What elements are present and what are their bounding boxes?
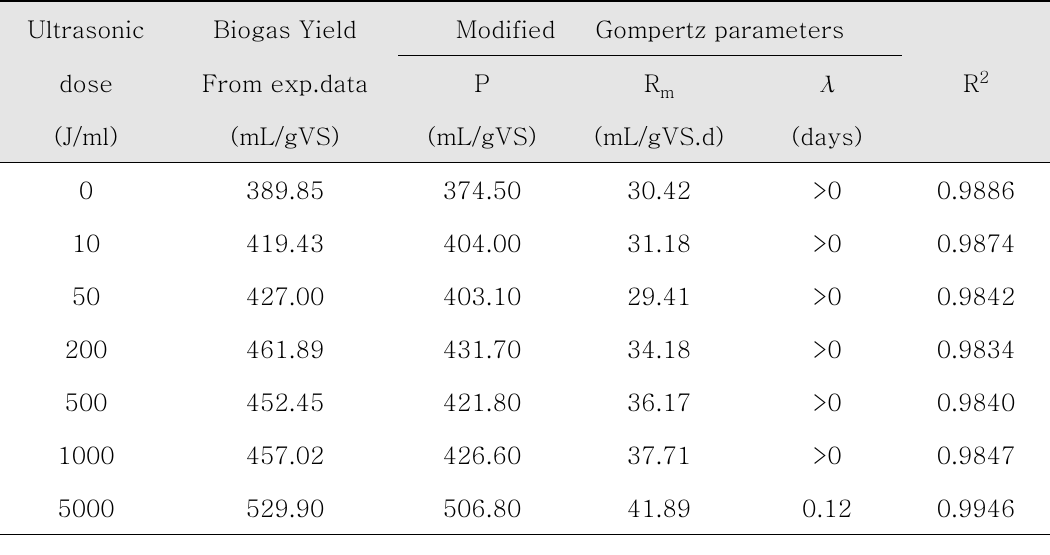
table-row: 1000 457.02 426.60 37.71 >0 0.9847 bbox=[0, 428, 1050, 481]
cell-yield: 419.43 bbox=[172, 216, 398, 269]
hdr-col1-l3: (mL/gVS) bbox=[172, 109, 398, 162]
cell-r2: 0.9847 bbox=[902, 428, 1050, 481]
cell-p: 506.80 bbox=[398, 481, 566, 535]
table-row: 50 427.00 403.10 29.41 >0 0.9842 bbox=[0, 269, 1050, 322]
cell-dose: 500 bbox=[0, 375, 172, 428]
header-row-3: (J/ml) (mL/gVS) (mL/gVS) (mL/gVS.d) (day… bbox=[0, 109, 1050, 163]
cell-lambda: >0 bbox=[752, 163, 902, 217]
gompertz-parameters-table: Ultrasonic Biogas Yield Modified Gompert… bbox=[0, 0, 1050, 535]
cell-lambda: 0.12 bbox=[752, 481, 902, 535]
hdr-col2-l2: P bbox=[398, 56, 566, 109]
hdr-col3-l2: Rm bbox=[566, 56, 752, 109]
cell-yield: 389.85 bbox=[172, 163, 398, 217]
hdr-col5: R2 bbox=[963, 65, 989, 99]
cell-lambda: >0 bbox=[752, 428, 902, 481]
cell-rm: 37.71 bbox=[566, 428, 752, 481]
hdr-col0-l3: (J/ml) bbox=[0, 109, 172, 162]
cell-r2: 0.9886 bbox=[902, 163, 1050, 217]
table-row: 500 452.45 421.80 36.17 >0 0.9840 bbox=[0, 375, 1050, 428]
hdr-col1-l1: Biogas Yield bbox=[172, 2, 398, 55]
cell-rm: 29.41 bbox=[566, 269, 752, 322]
hdr-col3-l3: (mL/gVS.d) bbox=[566, 109, 752, 162]
cell-p: 426.60 bbox=[398, 428, 566, 481]
cell-dose: 200 bbox=[0, 322, 172, 375]
cell-dose: 1000 bbox=[0, 428, 172, 481]
cell-rm: 31.18 bbox=[566, 216, 752, 269]
cell-dose: 10 bbox=[0, 216, 172, 269]
cell-r2: 0.9946 bbox=[902, 481, 1050, 535]
cell-r2: 0.9874 bbox=[902, 216, 1050, 269]
cell-rm: 34.18 bbox=[566, 322, 752, 375]
table-row: 5000 529.90 506.80 41.89 0.12 0.9946 bbox=[0, 481, 1050, 535]
cell-yield: 427.00 bbox=[172, 269, 398, 322]
cell-lambda: >0 bbox=[752, 375, 902, 428]
hdr-col4-l2: λ bbox=[752, 56, 902, 109]
cell-rm: 30.42 bbox=[566, 163, 752, 217]
cell-p: 421.80 bbox=[398, 375, 566, 428]
hdr-col4-l3: (days) bbox=[752, 109, 902, 162]
header-row-2: dose From exp.data P Rm λ bbox=[0, 56, 1050, 110]
cell-lambda: >0 bbox=[752, 322, 902, 375]
table-row: 10 419.43 404.00 31.18 >0 0.9874 bbox=[0, 216, 1050, 269]
cell-p: 431.70 bbox=[398, 322, 566, 375]
table-container: Ultrasonic Biogas Yield Modified Gompert… bbox=[0, 0, 1050, 555]
cell-yield: 452.45 bbox=[172, 375, 398, 428]
hdr-col0-l1: Ultrasonic bbox=[0, 2, 172, 55]
hdr-col2-l3: (mL/gVS) bbox=[398, 109, 566, 162]
cell-p: 404.00 bbox=[398, 216, 566, 269]
hdr-col1-l2: From exp.data bbox=[172, 56, 398, 109]
cell-p: 403.10 bbox=[398, 269, 566, 322]
cell-p: 374.50 bbox=[398, 163, 566, 217]
cell-dose: 0 bbox=[0, 163, 172, 217]
hdr-col0-l2: dose bbox=[0, 56, 172, 109]
cell-dose: 5000 bbox=[0, 481, 172, 535]
cell-r2: 0.9834 bbox=[902, 322, 1050, 375]
table-row: 200 461.89 431.70 34.18 >0 0.9834 bbox=[0, 322, 1050, 375]
cell-lambda: >0 bbox=[752, 269, 902, 322]
cell-r2: 0.9842 bbox=[902, 269, 1050, 322]
header-row-1: Ultrasonic Biogas Yield Modified Gompert… bbox=[0, 1, 1050, 56]
cell-yield: 529.90 bbox=[172, 481, 398, 535]
hdr-group-gompertz: Modified Gompertz parameters bbox=[398, 2, 902, 55]
cell-rm: 36.17 bbox=[566, 375, 752, 428]
table-body: 0 389.85 374.50 30.42 >0 0.9886 10 419.4… bbox=[0, 163, 1050, 535]
cell-rm: 41.89 bbox=[566, 481, 752, 535]
cell-r2: 0.9840 bbox=[902, 375, 1050, 428]
table-row: 0 389.85 374.50 30.42 >0 0.9886 bbox=[0, 163, 1050, 217]
cell-lambda: >0 bbox=[752, 216, 902, 269]
cell-yield: 461.89 bbox=[172, 322, 398, 375]
cell-dose: 50 bbox=[0, 269, 172, 322]
cell-yield: 457.02 bbox=[172, 428, 398, 481]
